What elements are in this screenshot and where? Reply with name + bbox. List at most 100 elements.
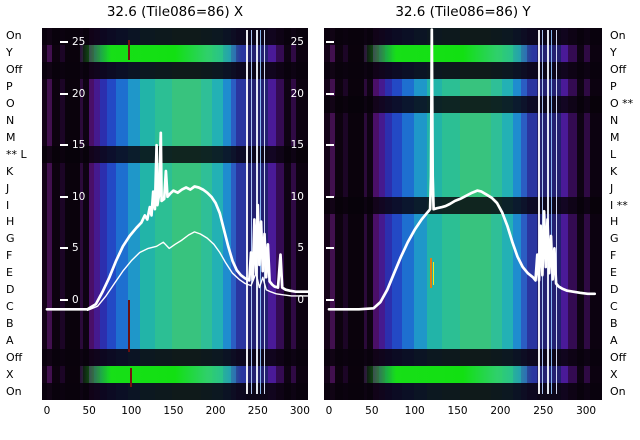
heatmap-stripe (459, 28, 491, 400)
heatmap-stripe (342, 28, 349, 400)
row-label: C (610, 300, 618, 313)
x-axis-ticks-x: 0 50 100 150 200 250 300 (42, 403, 310, 419)
y-tick-label-right: 10 (290, 190, 304, 203)
row-label: C (6, 300, 14, 313)
row-label: P (610, 80, 617, 94)
y-tick-label: 5 (72, 242, 79, 255)
heatmap-stripe (211, 28, 223, 400)
y-tick-mark (60, 299, 68, 301)
channel-mark (432, 262, 434, 285)
y-tick-label-right: 25 (290, 36, 304, 48)
bright-vline (547, 30, 550, 394)
y-tick-mark (60, 195, 68, 198)
y-tick-mark (60, 41, 68, 43)
heatmap-stripe (296, 28, 308, 400)
channel-mark (429, 257, 432, 289)
y-tick-mark (326, 41, 334, 43)
heatmap-stripe (42, 28, 48, 400)
bright-vline (537, 30, 540, 394)
row-band-off (42, 349, 308, 367)
heatmap-stripe (378, 28, 385, 400)
row-band-on (42, 383, 308, 400)
row-label: I (6, 198, 10, 212)
x-tick-label: 0 (325, 405, 333, 417)
panel-title-x: 32.6 (Tile086=86) X (106, 4, 244, 20)
panel-title-y: 32.6 (Tile086=86) Y (395, 4, 531, 20)
row-label: Y (610, 46, 617, 60)
row-label: F (6, 249, 13, 263)
row-label: Off (6, 63, 23, 77)
profile-curve-layer (45, 131, 308, 311)
heatmap-panel-x: 25 25 20 20 15 15 10 10 5 5 0 0 (42, 28, 308, 400)
row-label: Off (610, 63, 627, 77)
heatmap-stripe (236, 28, 246, 400)
row-label: O ** (610, 97, 634, 111)
row-band-on (42, 28, 308, 45)
channel-mark (129, 368, 132, 387)
row-label: E (610, 266, 617, 280)
row-label: Off (610, 350, 627, 364)
row-label: H (6, 215, 15, 229)
heatmap-stripe (391, 28, 402, 400)
x-axis-ticks-y: 0 50 100 150 200 250 300 (324, 403, 602, 419)
heatmap-stripe (527, 28, 537, 400)
row-label: On (6, 384, 22, 398)
heatmap-stripe (201, 28, 212, 400)
y-tick-label-right: 0 (297, 294, 304, 306)
heatmap-stripe (52, 28, 61, 400)
row-band-on (324, 383, 602, 400)
heatmap-stripe (363, 28, 368, 400)
row-band-masked (324, 95, 602, 113)
row-label: J (610, 181, 614, 195)
heatmap-stripe (222, 28, 231, 400)
row-label: Off (6, 350, 23, 364)
heatmap-stripe (106, 28, 117, 400)
heatmap-stripe (372, 28, 379, 400)
heatmap-stripe (560, 28, 569, 400)
row-label: ** L (6, 147, 27, 161)
heatmap-stripe (268, 28, 276, 400)
heatmap-stripe (583, 28, 590, 400)
x-tick-label: 50 (82, 405, 96, 417)
heatmap-stripe (65, 28, 81, 400)
row-label: X (6, 367, 14, 381)
x-tick-label: 50 (365, 405, 379, 417)
row-band-masked (324, 197, 602, 214)
y-tick-mark (326, 144, 334, 147)
heatmap-stripe (275, 28, 284, 400)
heatmap-stripe (290, 28, 297, 400)
bright-vline (263, 30, 265, 394)
row-label: B (610, 316, 618, 330)
x-tick-label: 0 (43, 405, 51, 417)
x-tick-label: 100 (121, 405, 142, 417)
row-band-scan (42, 44, 308, 62)
heatmap-stripe (334, 28, 343, 400)
channel-mark (128, 299, 131, 352)
x-tick-label: 150 (447, 405, 468, 417)
row-label: On (610, 29, 626, 43)
heatmap-stripe (348, 28, 364, 400)
heatmap-stripe (329, 28, 335, 400)
heatmap-stripe (384, 28, 392, 400)
y-tick-label: 25 (72, 36, 86, 48)
row-band-scan (42, 366, 308, 384)
row-label: G (6, 232, 15, 246)
row-label: On (610, 384, 626, 398)
row-band-off (324, 61, 602, 79)
x-tick-label: 150 (163, 405, 184, 417)
row-label: D (6, 283, 15, 297)
row-label: N (6, 114, 15, 127)
row-label: A (6, 333, 14, 347)
heatmap-stripe (154, 28, 173, 400)
x-tick-label: 250 (247, 405, 268, 417)
heatmap-stripe (94, 28, 101, 400)
y-tick-mark (326, 247, 334, 250)
heatmap-stripe (521, 28, 528, 400)
heatmap-stripe (568, 28, 577, 400)
y-tick-label: 15 (72, 139, 86, 152)
profile-curve-layer (327, 28, 597, 311)
y-tick-mark (326, 299, 334, 301)
row-label: P (6, 80, 13, 94)
heatmap-stripe (230, 28, 237, 400)
y-tick-label: 20 (72, 87, 86, 100)
